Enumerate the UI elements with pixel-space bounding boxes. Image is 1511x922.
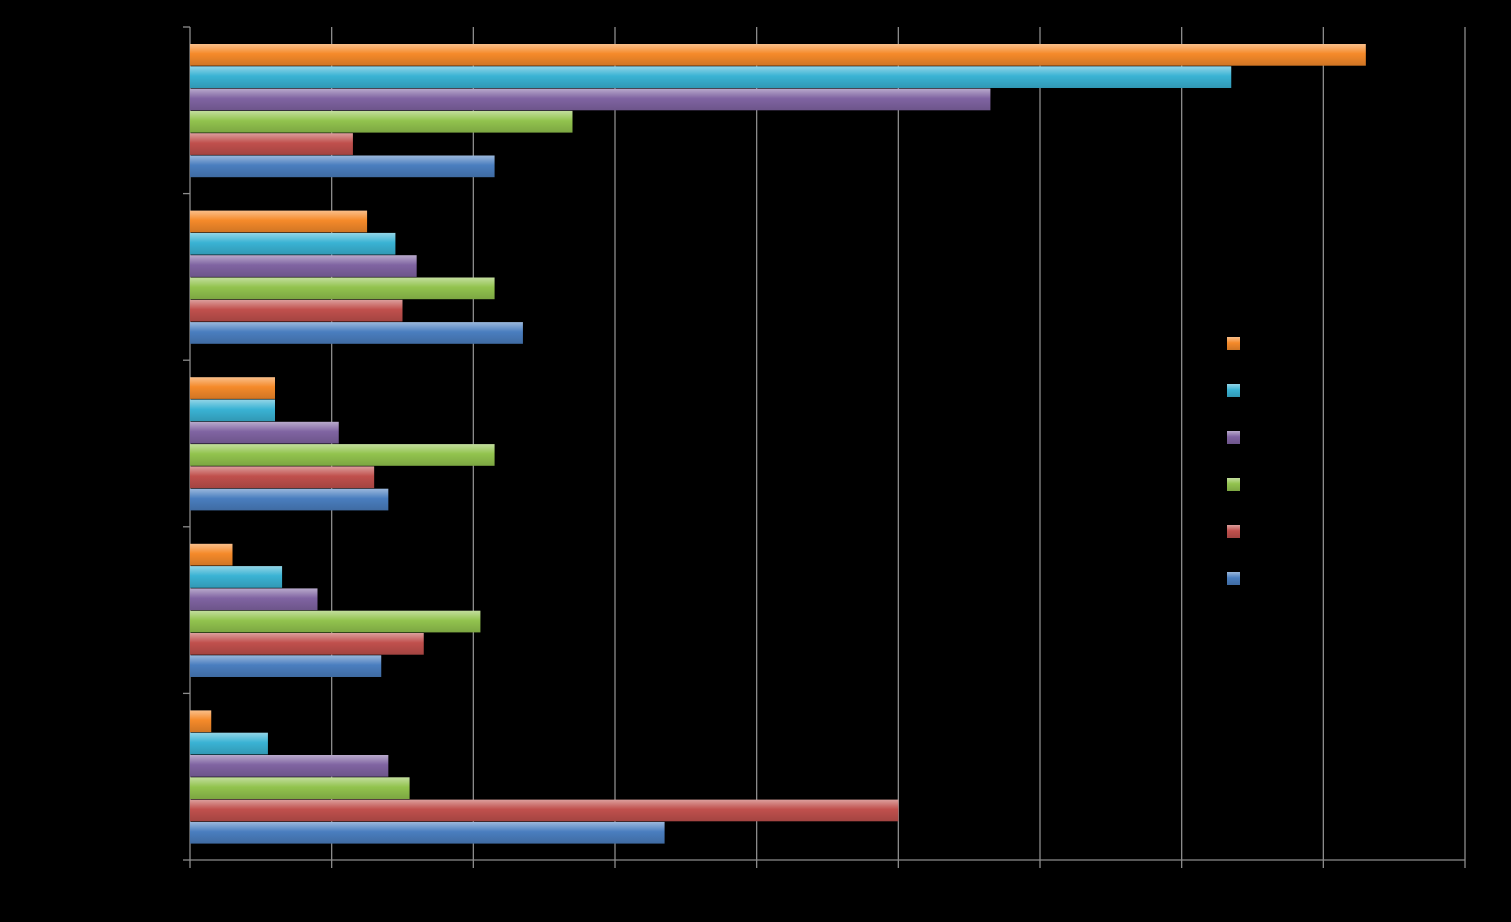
legend xyxy=(1227,337,1240,585)
bar xyxy=(190,255,417,277)
bar xyxy=(190,710,212,733)
grid xyxy=(331,27,1466,860)
legend-swatch xyxy=(1227,337,1240,350)
bar xyxy=(190,277,495,300)
bar xyxy=(190,633,424,655)
bar xyxy=(190,322,523,344)
bar xyxy=(190,44,1366,66)
bar xyxy=(190,732,268,755)
bar xyxy=(190,488,389,511)
bars xyxy=(190,44,1366,844)
bar xyxy=(190,755,389,777)
bar xyxy=(190,421,339,444)
legend-swatch xyxy=(1227,478,1240,491)
bar xyxy=(190,777,410,799)
legend-swatch xyxy=(1227,431,1240,444)
bar xyxy=(190,566,283,588)
bar xyxy=(190,466,375,489)
bar xyxy=(190,133,353,155)
bar xyxy=(190,655,382,677)
bar xyxy=(190,399,275,422)
legend-swatch xyxy=(1227,384,1240,397)
bar xyxy=(190,110,573,133)
legend-swatch xyxy=(1227,525,1240,538)
bar xyxy=(190,377,275,399)
bar xyxy=(190,588,318,611)
bar xyxy=(190,88,991,111)
bar xyxy=(190,155,495,178)
legend-swatch xyxy=(1227,572,1240,585)
bar xyxy=(190,210,368,233)
bar xyxy=(190,444,495,466)
bar xyxy=(190,799,899,822)
bar xyxy=(190,66,1232,88)
bar xyxy=(190,543,233,566)
bar xyxy=(190,232,396,255)
bar xyxy=(190,299,403,322)
bar xyxy=(190,821,665,844)
bar xyxy=(190,610,481,633)
